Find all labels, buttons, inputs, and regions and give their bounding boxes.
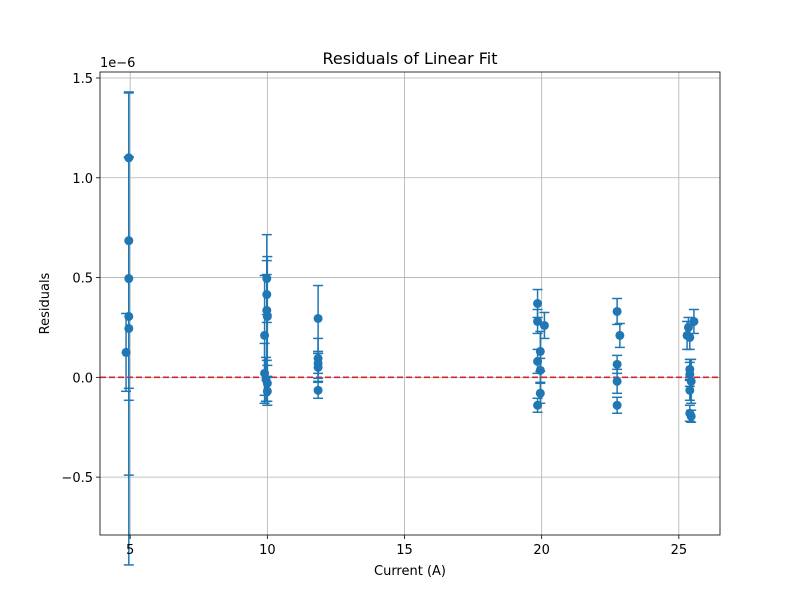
data-point [535,365,545,375]
data-point [689,316,699,326]
data-point [262,378,272,388]
y-tick-label: −0.5 [61,471,93,486]
data-point [612,376,622,386]
data-point [685,385,695,395]
x-tick-label: 25 [671,543,688,558]
plot-area [100,72,720,535]
data-point [686,376,696,386]
data-point [124,323,134,333]
y-axis-label: Residuals [38,272,53,334]
data-point [535,346,545,356]
data-point [685,332,695,342]
data-point [124,274,134,284]
chart-title: Residuals of Linear Fit [322,49,497,68]
data-point [313,313,323,323]
data-point [313,385,323,395]
data-layer [121,91,699,566]
x-axis-ticks: 5 10 15 20 25 [126,535,687,558]
data-point [124,153,134,163]
data-point [262,274,272,284]
data-point [612,400,622,410]
data-point [533,356,543,366]
data-point [262,311,272,321]
data-point [535,388,545,398]
x-tick-label: 20 [533,543,550,558]
y-tick-label: 0.0 [72,371,93,386]
data-point [121,347,131,357]
data-point [683,322,693,332]
x-axis-label: Current (A) [374,564,446,579]
data-point [533,299,543,308]
data-point [262,290,272,300]
data-point [124,311,134,321]
data-point [539,320,549,330]
data-point [262,386,272,396]
x-tick-label: 5 [126,543,134,558]
data-point [686,411,696,421]
axes-frame [99,71,721,536]
x-tick-label: 10 [259,543,276,558]
data-point [533,316,543,326]
data-point [313,362,323,372]
data-point [685,369,695,379]
data-point [260,330,270,340]
y-tick-label: 1.5 [72,72,93,87]
data-point [615,330,625,340]
y-tick-label: 1.0 [72,172,93,187]
y-axis-offset-label: 1e−6 [100,56,135,71]
y-tick-label: 0.5 [72,272,93,287]
data-point [124,236,134,246]
y-axis-ticks: −0.5 0.0 0.5 1.0 1.5 [61,72,100,486]
data-point [533,400,543,410]
data-point [612,359,622,369]
x-tick-label: 15 [396,543,413,558]
data-point [612,306,622,316]
